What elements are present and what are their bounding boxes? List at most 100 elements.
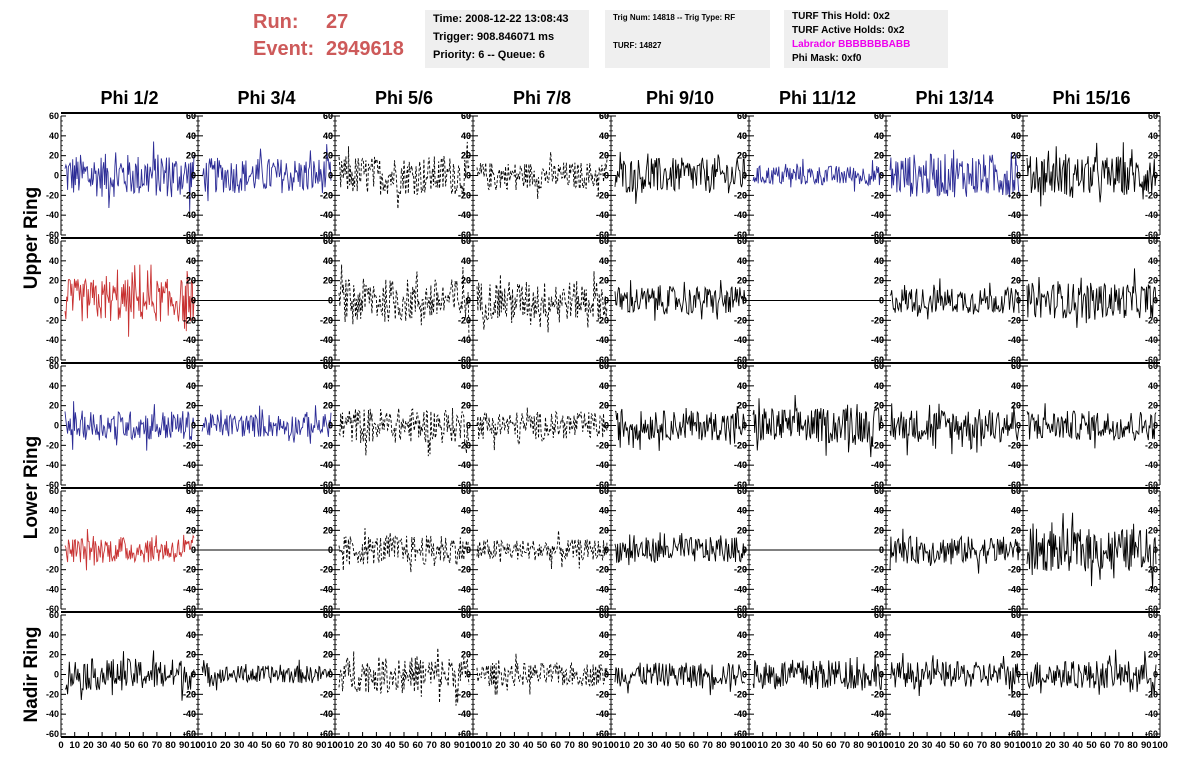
y-tick-label: 60 bbox=[737, 486, 747, 496]
y-tick-label: 20 bbox=[1011, 151, 1021, 161]
y-tick-label: -20 bbox=[46, 689, 59, 699]
y-tick-label: 60 bbox=[323, 111, 333, 121]
y-tick-label: 20 bbox=[323, 525, 333, 535]
y-tick-label: 20 bbox=[461, 525, 471, 535]
y-tick-label: 40 bbox=[737, 381, 747, 391]
y-tick-label: 0 bbox=[466, 296, 471, 306]
y-tick-label: 0 bbox=[879, 421, 884, 431]
y-tick-label: 0 bbox=[742, 670, 747, 680]
y-tick-label: -20 bbox=[46, 315, 59, 325]
y-tick-label: 40 bbox=[1011, 256, 1021, 266]
y-tick-label: -40 bbox=[183, 335, 196, 345]
y-tick-label: -20 bbox=[734, 440, 747, 450]
y-tick-label: -20 bbox=[458, 565, 471, 575]
y-tick-label: -40 bbox=[734, 584, 747, 594]
y-tick-label: 0 bbox=[54, 545, 59, 555]
waveform-trace bbox=[64, 650, 195, 701]
y-tick-label: -60 bbox=[871, 355, 884, 365]
y-tick-label: -20 bbox=[734, 689, 747, 699]
y-tick-label: 40 bbox=[323, 256, 333, 266]
y-tick-label: 60 bbox=[186, 610, 196, 620]
y-tick-label: 20 bbox=[323, 525, 333, 535]
y-tick-label: 40 bbox=[1148, 381, 1158, 391]
y-tick-label: 40 bbox=[186, 131, 196, 141]
y-tick-label: 40 bbox=[49, 131, 59, 141]
y-tick-label: 60 bbox=[323, 486, 333, 496]
waveform-trace bbox=[614, 662, 746, 696]
run-value: 27 bbox=[326, 11, 349, 33]
y-tick-label: 60 bbox=[599, 236, 609, 246]
x-tick-label: 80 bbox=[578, 740, 589, 751]
y-tick-label: -40 bbox=[1008, 584, 1021, 594]
y-tick-label: -60 bbox=[596, 604, 609, 614]
y-tick-label: 0 bbox=[191, 171, 196, 181]
x-tick-label: 20 bbox=[495, 740, 506, 751]
y-tick-label: 60 bbox=[874, 111, 884, 121]
y-tick-label: -20 bbox=[871, 440, 884, 450]
y-tick-label: -60 bbox=[1145, 355, 1158, 365]
y-tick-label: 20 bbox=[599, 276, 609, 286]
y-tick-label: -60 bbox=[734, 604, 747, 614]
x-tick-label: 0 bbox=[332, 740, 337, 751]
y-tick-label: 60 bbox=[1011, 486, 1021, 496]
y-tick-label: -60 bbox=[46, 230, 59, 240]
y-tick-label: -40 bbox=[871, 460, 884, 470]
x-tick-label: 50 bbox=[261, 740, 272, 751]
trig-num-text: Trig Num: 14818 -- Trig Type: RF bbox=[613, 13, 736, 22]
y-tick-label: 60 bbox=[461, 610, 471, 620]
y-tick-label: 40 bbox=[186, 506, 196, 516]
y-tick-label: 40 bbox=[1011, 131, 1021, 141]
waveform-trace bbox=[614, 405, 746, 451]
x-tick-label: 60 bbox=[275, 740, 286, 751]
y-tick-label: -20 bbox=[871, 689, 884, 699]
y-tick-label: 20 bbox=[737, 525, 747, 535]
x-tick-label: 10 bbox=[344, 740, 355, 751]
y-tick-label: 20 bbox=[599, 401, 609, 411]
waveform-trace bbox=[338, 264, 470, 338]
y-tick-label: 40 bbox=[1011, 131, 1021, 141]
x-tick-label: 50 bbox=[124, 740, 135, 751]
y-tick-label: 0 bbox=[466, 545, 471, 555]
y-tick-label: -60 bbox=[1008, 604, 1021, 614]
y-tick-label: -60 bbox=[1008, 480, 1021, 490]
y-tick-label: 20 bbox=[1011, 650, 1021, 660]
y-tick-label: 20 bbox=[461, 401, 471, 411]
y-tick-label: 20 bbox=[737, 276, 747, 286]
y-tick-label: 60 bbox=[599, 361, 609, 371]
y-tick-label: -60 bbox=[183, 355, 196, 365]
x-tick-label: 100 bbox=[327, 740, 343, 751]
x-tick-label: 90 bbox=[592, 740, 603, 751]
y-tick-label: -40 bbox=[183, 210, 196, 220]
y-tick-label: -60 bbox=[734, 230, 747, 240]
y-tick-label: 0 bbox=[328, 545, 333, 555]
y-tick-label: -20 bbox=[1145, 315, 1158, 325]
y-tick-label: 60 bbox=[186, 486, 196, 496]
y-tick-label: 40 bbox=[737, 131, 747, 141]
y-tick-label: 60 bbox=[186, 236, 196, 246]
y-tick-label: -40 bbox=[871, 210, 884, 220]
y-tick-label: 40 bbox=[1011, 506, 1021, 516]
y-tick-label: -60 bbox=[734, 480, 747, 490]
y-tick-label: 40 bbox=[323, 131, 333, 141]
y-tick-label: -40 bbox=[183, 210, 196, 220]
y-tick-label: -60 bbox=[458, 729, 471, 739]
y-tick-label: -40 bbox=[320, 210, 333, 220]
y-tick-label: -60 bbox=[320, 355, 333, 365]
y-tick-label: -40 bbox=[183, 709, 196, 719]
y-tick-label: 60 bbox=[737, 111, 747, 121]
y-tick-label: 20 bbox=[323, 276, 333, 286]
y-tick-label: -20 bbox=[871, 190, 884, 200]
y-tick-label: -40 bbox=[320, 210, 333, 220]
y-tick-label: 40 bbox=[461, 131, 471, 141]
y-tick-label: -40 bbox=[458, 210, 471, 220]
y-tick-label: 0 bbox=[328, 171, 333, 181]
y-tick-label: 0 bbox=[328, 296, 333, 306]
y-tick-label: 20 bbox=[461, 525, 471, 535]
y-tick-label: 60 bbox=[737, 486, 747, 496]
y-tick-label: 0 bbox=[604, 171, 609, 181]
y-tick-label: -60 bbox=[183, 230, 196, 240]
y-tick-label: 0 bbox=[191, 171, 196, 181]
y-tick-label: 60 bbox=[461, 610, 471, 620]
y-tick-label: -60 bbox=[1145, 230, 1158, 240]
y-tick-label: -20 bbox=[183, 565, 196, 575]
